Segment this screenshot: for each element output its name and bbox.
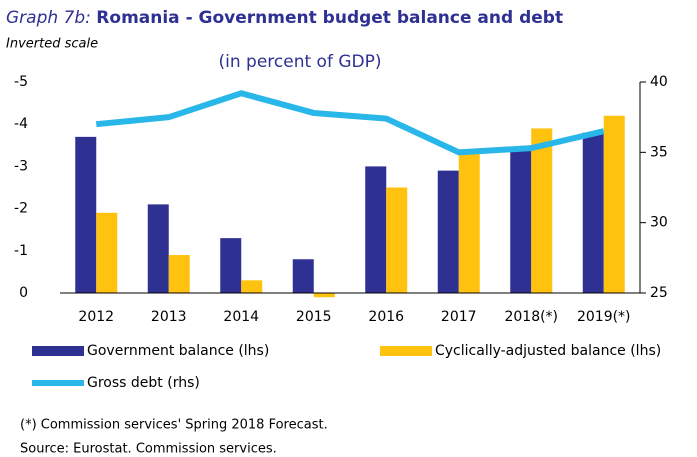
y-tick-label: -1	[14, 243, 28, 259]
legend-label: Gross debt (rhs)	[87, 375, 200, 391]
y2-tick-label: 30	[650, 215, 668, 231]
x-tick-label: 2015	[296, 309, 332, 325]
x-tick-label: 2014	[223, 309, 259, 325]
bar	[510, 149, 532, 293]
bar	[437, 170, 459, 293]
bar	[96, 212, 118, 293]
annotation: Inverted scale	[6, 37, 98, 52]
x-tick-label: 2012	[78, 309, 114, 325]
bar	[220, 238, 242, 293]
x-tick-label: 2019(*)	[577, 309, 631, 325]
legend-label: Government balance (lhs)	[87, 343, 269, 359]
legend-swatch	[32, 346, 84, 356]
subtitle: (in percent of GDP)	[219, 52, 382, 72]
chart-title: Graph 7b: Romania - Government budget ba…	[6, 8, 563, 28]
bar	[386, 187, 408, 293]
bar	[168, 255, 190, 293]
title-prefix: Graph 7b:	[6, 8, 91, 28]
footnote: Source: Eurostat. Commission services.	[20, 442, 277, 457]
x-tick-label: 2018(*)	[504, 309, 558, 325]
y2-tick-label: 25	[650, 285, 668, 301]
bar	[75, 136, 97, 293]
x-tick-label: 2017	[441, 309, 477, 325]
y-tick-label: -2	[14, 201, 28, 217]
y-tick-label: -4	[14, 116, 28, 132]
bar	[582, 132, 604, 293]
x-tick-label: 2013	[151, 309, 187, 325]
y-tick-label: 0	[19, 285, 28, 301]
footnote: (*) Commission services' Spring 2018 For…	[20, 418, 328, 433]
bar	[365, 166, 387, 293]
y2-tick-label: 35	[650, 144, 668, 160]
bar	[147, 204, 169, 293]
x-tick-label: 2016	[368, 309, 404, 325]
bar	[531, 128, 553, 293]
bar	[603, 115, 625, 293]
y-tick-label: -3	[14, 158, 28, 174]
legend-label: Cyclically-adjusted balance (lhs)	[435, 343, 661, 359]
bar	[458, 153, 480, 293]
title-text: Romania - Government budget balance and …	[96, 8, 563, 28]
legend-swatch	[380, 346, 432, 356]
line	[95, 90, 605, 156]
y-tick-label: -5	[14, 74, 28, 90]
bar	[241, 280, 263, 293]
bar	[292, 259, 314, 293]
bar	[313, 293, 335, 298]
y2-tick-label: 40	[650, 74, 668, 90]
